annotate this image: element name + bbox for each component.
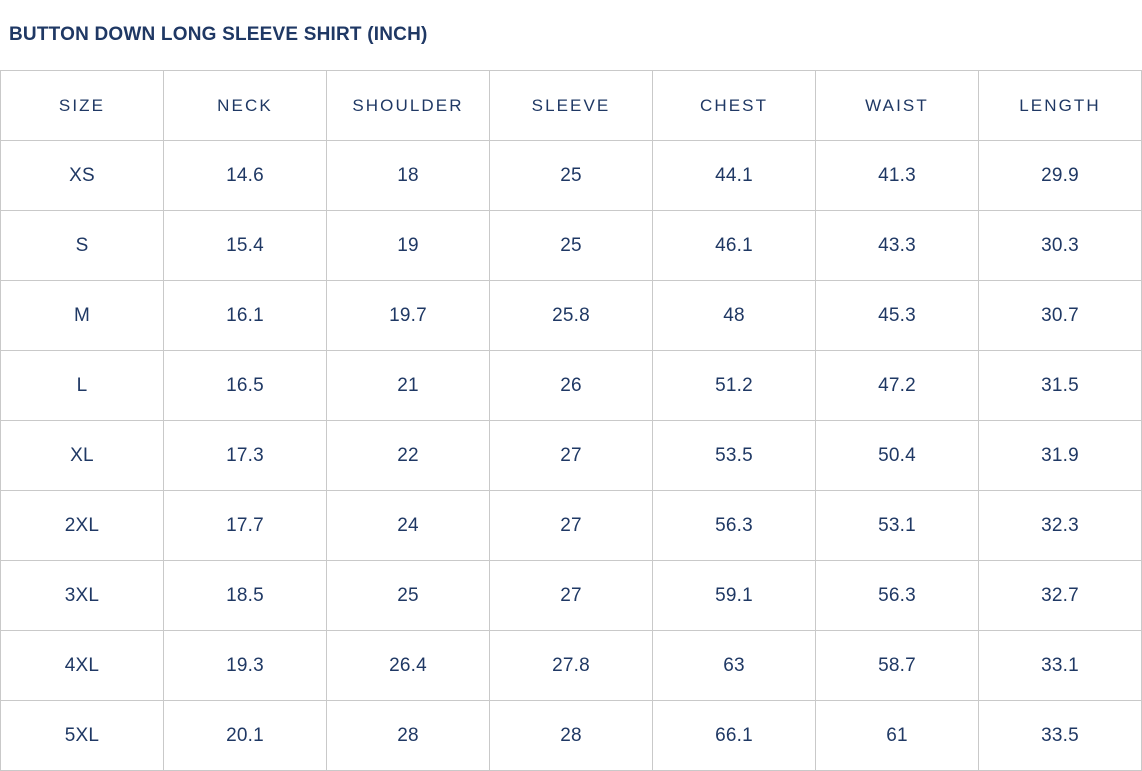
cell-size: S (0, 210, 164, 281)
table-row: 2XL 17.7 24 27 56.3 53.1 32.3 (0, 490, 1142, 561)
cell-neck: 18.5 (163, 560, 327, 631)
cell-chest: 66.1 (652, 700, 816, 771)
cell-neck: 16.1 (163, 280, 327, 351)
cell-length: 29.9 (978, 140, 1142, 211)
column-header-neck: NECK (163, 70, 327, 141)
size-chart-table: SIZE NECK SHOULDER SLEEVE CHEST WAIST LE… (0, 70, 1142, 771)
cell-length: 33.5 (978, 700, 1142, 771)
column-header-size: SIZE (0, 70, 164, 141)
cell-sleeve: 28 (489, 700, 653, 771)
table-row: XS 14.6 18 25 44.1 41.3 29.9 (0, 140, 1142, 211)
table-row: L 16.5 21 26 51.2 47.2 31.5 (0, 350, 1142, 421)
cell-neck: 15.4 (163, 210, 327, 281)
cell-size: XS (0, 140, 164, 211)
cell-size: 2XL (0, 490, 164, 561)
cell-waist: 41.3 (815, 140, 979, 211)
cell-sleeve: 27 (489, 490, 653, 561)
cell-chest: 56.3 (652, 490, 816, 561)
table-header-row: SIZE NECK SHOULDER SLEEVE CHEST WAIST LE… (0, 70, 1142, 141)
cell-length: 30.7 (978, 280, 1142, 351)
page-title: BUTTON DOWN LONG SLEEVE SHIRT (INCH) (9, 24, 428, 45)
cell-waist: 43.3 (815, 210, 979, 281)
cell-chest: 51.2 (652, 350, 816, 421)
cell-chest: 53.5 (652, 420, 816, 491)
table-row: 3XL 18.5 25 27 59.1 56.3 32.7 (0, 560, 1142, 631)
cell-shoulder: 18 (326, 140, 490, 211)
cell-length: 33.1 (978, 630, 1142, 701)
cell-waist: 53.1 (815, 490, 979, 561)
cell-waist: 47.2 (815, 350, 979, 421)
cell-shoulder: 26.4 (326, 630, 490, 701)
cell-shoulder: 22 (326, 420, 490, 491)
cell-chest: 59.1 (652, 560, 816, 631)
cell-chest: 44.1 (652, 140, 816, 211)
cell-waist: 61 (815, 700, 979, 771)
cell-waist: 50.4 (815, 420, 979, 491)
table-row: 4XL 19.3 26.4 27.8 63 58.7 33.1 (0, 630, 1142, 701)
cell-shoulder: 19.7 (326, 280, 490, 351)
cell-size: 4XL (0, 630, 164, 701)
column-header-length: LENGTH (978, 70, 1142, 141)
cell-sleeve: 26 (489, 350, 653, 421)
cell-shoulder: 25 (326, 560, 490, 631)
cell-sleeve: 25 (489, 210, 653, 281)
cell-neck: 19.3 (163, 630, 327, 701)
cell-size: M (0, 280, 164, 351)
cell-length: 31.5 (978, 350, 1142, 421)
cell-length: 32.3 (978, 490, 1142, 561)
cell-size: XL (0, 420, 164, 491)
cell-shoulder: 21 (326, 350, 490, 421)
cell-shoulder: 24 (326, 490, 490, 561)
table-row: S 15.4 19 25 46.1 43.3 30.3 (0, 210, 1142, 281)
cell-length: 31.9 (978, 420, 1142, 491)
cell-chest: 46.1 (652, 210, 816, 281)
cell-length: 32.7 (978, 560, 1142, 631)
cell-length: 30.3 (978, 210, 1142, 281)
cell-chest: 63 (652, 630, 816, 701)
cell-sleeve: 25 (489, 140, 653, 211)
column-header-chest: CHEST (652, 70, 816, 141)
cell-sleeve: 27.8 (489, 630, 653, 701)
table-body: XS 14.6 18 25 44.1 41.3 29.9 S 15.4 19 2… (0, 140, 1142, 771)
column-header-shoulder: SHOULDER (326, 70, 490, 141)
cell-sleeve: 27 (489, 420, 653, 491)
cell-neck: 17.3 (163, 420, 327, 491)
cell-waist: 45.3 (815, 280, 979, 351)
cell-waist: 58.7 (815, 630, 979, 701)
cell-neck: 14.6 (163, 140, 327, 211)
cell-sleeve: 27 (489, 560, 653, 631)
cell-shoulder: 19 (326, 210, 490, 281)
table-row: XL 17.3 22 27 53.5 50.4 31.9 (0, 420, 1142, 491)
column-header-waist: WAIST (815, 70, 979, 141)
cell-neck: 20.1 (163, 700, 327, 771)
table-row: M 16.1 19.7 25.8 48 45.3 30.7 (0, 280, 1142, 351)
table-row: 5XL 20.1 28 28 66.1 61 33.5 (0, 700, 1142, 771)
cell-chest: 48 (652, 280, 816, 351)
cell-waist: 56.3 (815, 560, 979, 631)
cell-size: L (0, 350, 164, 421)
table-header: SIZE NECK SHOULDER SLEEVE CHEST WAIST LE… (0, 70, 1142, 141)
cell-size: 3XL (0, 560, 164, 631)
cell-neck: 16.5 (163, 350, 327, 421)
cell-size: 5XL (0, 700, 164, 771)
cell-sleeve: 25.8 (489, 280, 653, 351)
cell-shoulder: 28 (326, 700, 490, 771)
cell-neck: 17.7 (163, 490, 327, 561)
column-header-sleeve: SLEEVE (489, 70, 653, 141)
